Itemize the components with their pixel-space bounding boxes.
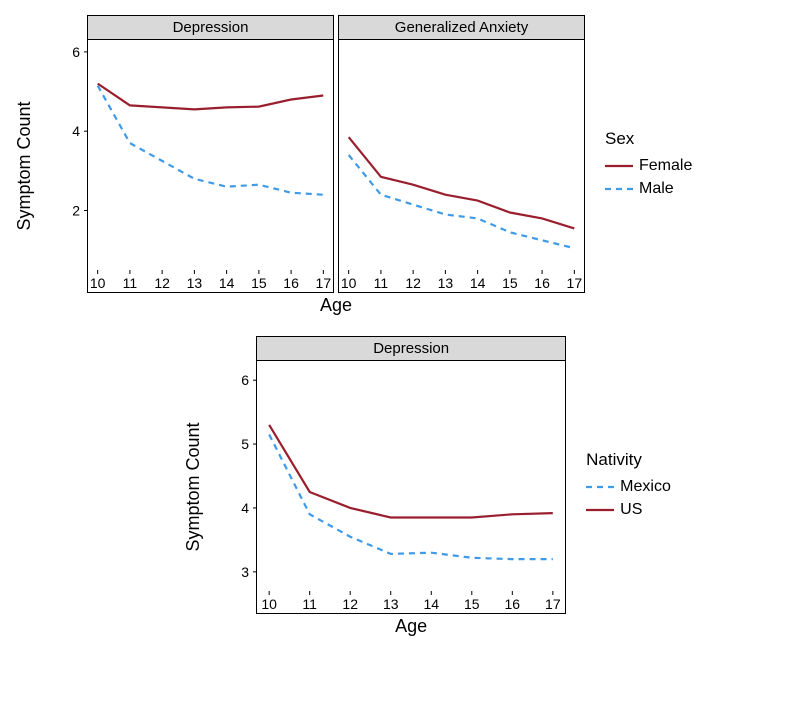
panels-row1: Depression1011121314151617246Generalized… [87, 15, 585, 316]
y-tick-label: 5 [241, 436, 249, 452]
facet-strip: Depression [88, 16, 333, 40]
x-tick-label: 15 [502, 275, 518, 291]
x-tick-label: 17 [567, 275, 583, 291]
x-tick-label: 12 [154, 275, 170, 291]
x-tick-label: 14 [470, 275, 486, 291]
x-tick-label: 12 [343, 596, 359, 612]
y-axis-label: Symptom Count [14, 101, 35, 230]
legend-title: Nativity [586, 450, 671, 470]
row-sex: Symptom Count Depression 10 11 12 13 14 15 16 17… [15, 15, 785, 316]
legend-label: Male [639, 180, 674, 198]
plot-svg: 10111213141516173456 [257, 361, 565, 613]
x-tick-label: 13 [383, 596, 399, 612]
series-line [349, 137, 575, 228]
legend-sex: Sex Female Male [605, 129, 692, 203]
legend-swatch [605, 181, 633, 197]
facet-panel: Depression1011121314151617246 [87, 15, 334, 293]
x-tick-label: 14 [424, 596, 440, 612]
y-axis-label: Symptom Count [183, 422, 204, 551]
y-tick-label: 6 [241, 372, 249, 388]
legend-item: Female [605, 157, 692, 175]
x-tick-label: 11 [374, 275, 389, 291]
series-line [269, 425, 553, 518]
legend-label: Mexico [620, 478, 671, 496]
x-axis-label: Age [87, 293, 585, 316]
x-tick-label: 16 [283, 275, 299, 291]
y-tick-label: 4 [72, 123, 80, 139]
legend-item: Mexico [586, 478, 671, 496]
facet-strip: Generalized Anxiety [339, 16, 584, 40]
series-line [98, 86, 324, 195]
x-tick-label: 15 [251, 275, 267, 291]
x-tick-label: 11 [303, 596, 318, 612]
y-tick-label: 6 [72, 44, 80, 60]
series-line [349, 155, 575, 248]
x-tick-label: 15 [464, 596, 480, 612]
x-tick-label: 13 [187, 275, 203, 291]
x-tick-label: 17 [316, 275, 332, 291]
x-tick-label: 16 [505, 596, 521, 612]
series-line [269, 435, 553, 560]
x-tick-label: 12 [405, 275, 421, 291]
facet-panel: Depression10111213141516173456 [256, 336, 566, 614]
legend-swatch [605, 158, 633, 174]
legend-label: US [620, 501, 642, 519]
x-tick-label: 13 [438, 275, 454, 291]
y-tick-label: 2 [72, 203, 80, 219]
x-tick-label: 11 [123, 275, 138, 291]
x-tick-label: 14 [219, 275, 235, 291]
legend-item: Male [605, 180, 692, 198]
y-tick-label: 4 [241, 500, 249, 516]
legend-swatch [586, 502, 614, 518]
plot-svg: 1011121314151617246 [88, 40, 333, 292]
x-tick-label: 10 [90, 275, 106, 291]
series-line [98, 84, 324, 110]
plot-svg: 10 11 12 13 14 15 16 17 [339, 40, 584, 292]
legend-swatch [586, 479, 614, 495]
y-tick-label: 3 [241, 564, 249, 580]
figure: Symptom Count Depression 10 11 12 13 14 15 16 17… [15, 15, 785, 637]
x-tick-label: 16 [534, 275, 550, 291]
legend-label: Female [639, 157, 692, 175]
x-tick-label: 10 [341, 275, 357, 291]
legend-title: Sex [605, 129, 692, 149]
x-tick-label: 10 [262, 596, 278, 612]
legend-item: US [586, 501, 671, 519]
row-nativity: Symptom Count Depression 10 11 12 13 14 15 16 17… [15, 336, 785, 637]
legend-nativity: Nativity Mexico US [586, 450, 671, 524]
panels-row2: Depression10111213141516173456 Age [256, 336, 566, 637]
x-tick-label: 17 [545, 596, 561, 612]
x-axis-label: Age [256, 614, 566, 637]
facet-strip: Depression [257, 337, 565, 361]
facet-panel: Generalized Anxiety 10 11 12 13 14 15 16 17 [338, 15, 585, 293]
